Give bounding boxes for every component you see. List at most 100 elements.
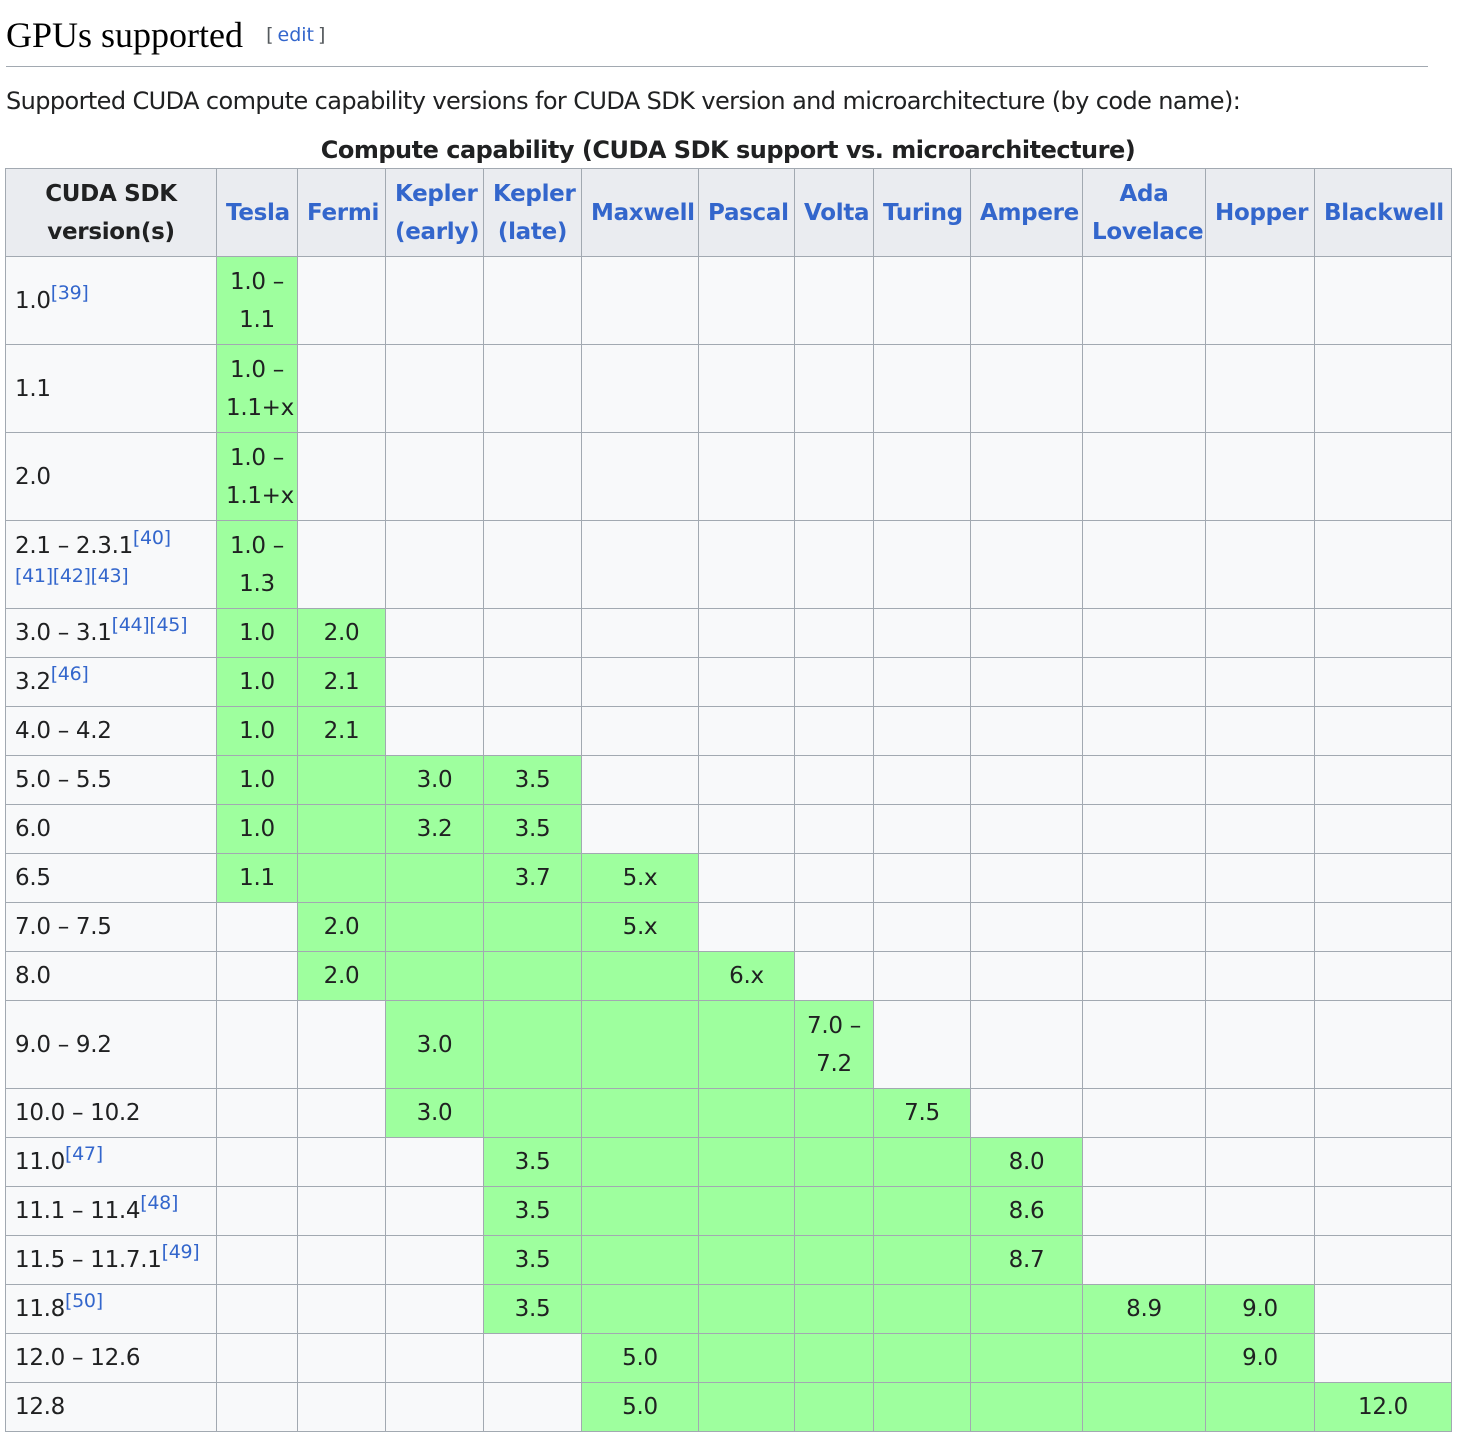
empty-cell bbox=[581, 432, 699, 521]
empty-cell bbox=[1205, 902, 1315, 952]
supported-capability-cell: 7.0 – 7.2 bbox=[794, 1000, 874, 1089]
supported-capability-cell bbox=[483, 1000, 582, 1089]
supported-capability-cell: 9.0 bbox=[1205, 1333, 1315, 1383]
supported-capability-cell: 5.x bbox=[581, 902, 699, 952]
reference-links[interactable]: [46] bbox=[50, 663, 89, 685]
empty-cell bbox=[1082, 1137, 1206, 1187]
reference-links[interactable]: [39] bbox=[50, 281, 89, 304]
empty-cell bbox=[970, 432, 1083, 521]
empty-cell bbox=[970, 1088, 1083, 1138]
supported-capability-cell bbox=[385, 853, 484, 903]
empty-cell bbox=[216, 951, 298, 1001]
header-ampere[interactable]: Ampere bbox=[970, 168, 1083, 257]
supported-capability-cell bbox=[581, 1235, 699, 1285]
empty-cell bbox=[1314, 1137, 1452, 1187]
empty-cell bbox=[1314, 1088, 1452, 1138]
supported-capability-cell bbox=[297, 804, 386, 854]
sdk-version-text: 4.0 – 4.2 bbox=[15, 718, 112, 744]
empty-cell bbox=[1314, 256, 1452, 345]
reference-links[interactable]: [44][45] bbox=[111, 614, 188, 636]
empty-cell bbox=[297, 1235, 386, 1285]
supported-capability-cell bbox=[794, 1137, 874, 1187]
reference-links[interactable]: [47] bbox=[65, 1143, 103, 1165]
supported-capability-cell bbox=[581, 1284, 699, 1334]
supported-capability-cell bbox=[297, 755, 386, 805]
reference-links[interactable]: [48] bbox=[140, 1192, 179, 1214]
empty-cell bbox=[216, 1186, 298, 1236]
empty-cell bbox=[794, 853, 874, 903]
supported-capability-cell: 12.0 bbox=[1314, 1382, 1452, 1432]
empty-cell bbox=[1314, 755, 1452, 805]
reference-links[interactable]: [40][41][42][43] bbox=[15, 526, 171, 587]
header-kepler-early[interactable]: Kepler (early) bbox=[385, 168, 484, 257]
sdk-version-text: 11.5 – 11.7.1 bbox=[15, 1247, 162, 1273]
header-cuda-sdk-version[interactable]: CUDA SDK version(s) bbox=[5, 168, 217, 257]
table-row: 2.1 – 2.3.1[40][41][42][43] 1.0 – 1.3 bbox=[5, 520, 1452, 609]
empty-cell bbox=[873, 1000, 971, 1089]
reference-links[interactable]: [49] bbox=[161, 1241, 200, 1263]
supported-capability-cell bbox=[873, 1235, 971, 1285]
empty-cell bbox=[1205, 1088, 1315, 1138]
table-row: 11.8[50] 3.5 8.9 9.0 bbox=[5, 1284, 1452, 1334]
empty-cell bbox=[297, 344, 386, 433]
empty-cell bbox=[1082, 706, 1206, 756]
empty-cell bbox=[581, 608, 699, 658]
supported-capability-cell: 3.5 bbox=[483, 1284, 582, 1334]
header-blackwell[interactable]: Blackwell bbox=[1314, 168, 1452, 257]
empty-cell bbox=[970, 706, 1083, 756]
empty-cell bbox=[1314, 1235, 1452, 1285]
sdk-version-cell: 11.8[50] bbox=[5, 1284, 217, 1334]
supported-capability-cell: 8.7 bbox=[970, 1235, 1083, 1285]
empty-cell bbox=[385, 657, 484, 707]
empty-cell bbox=[483, 344, 582, 433]
reference-links[interactable]: [50] bbox=[65, 1290, 103, 1312]
empty-cell bbox=[1314, 1186, 1452, 1236]
header-volta[interactable]: Volta bbox=[794, 168, 874, 257]
header-hopper[interactable]: Hopper bbox=[1205, 168, 1315, 257]
empty-cell bbox=[873, 902, 971, 952]
sdk-version-cell: 1.0[39] bbox=[5, 256, 217, 345]
sdk-version-text: 3.0 – 3.1 bbox=[15, 620, 112, 646]
supported-capability-cell bbox=[385, 902, 484, 952]
sdk-version-cell: 7.0 – 7.5 bbox=[5, 902, 217, 952]
empty-cell bbox=[1205, 1186, 1315, 1236]
empty-cell bbox=[385, 1333, 484, 1383]
table-row: 5.0 – 5.5 1.0 3.0 3.5 bbox=[5, 755, 1452, 805]
empty-cell bbox=[970, 902, 1083, 952]
supported-capability-cell: 1.0 – 1.1+x bbox=[216, 344, 298, 433]
table-caption: Compute capability (CUDA SDK support vs.… bbox=[320, 136, 1136, 164]
supported-capability-cell: 1.0 bbox=[216, 657, 298, 707]
header-turing[interactable]: Turing bbox=[873, 168, 971, 257]
header-maxwell[interactable]: Maxwell bbox=[581, 168, 699, 257]
sdk-version-text: 3.2 bbox=[15, 669, 51, 695]
supported-capability-cell: 3.0 bbox=[385, 1000, 484, 1089]
empty-cell bbox=[297, 1333, 386, 1383]
supported-capability-cell: 8.6 bbox=[970, 1186, 1083, 1236]
supported-capability-cell bbox=[698, 1382, 795, 1432]
supported-capability-cell: 2.1 bbox=[297, 657, 386, 707]
empty-cell bbox=[873, 608, 971, 658]
header-fermi[interactable]: Fermi bbox=[297, 168, 386, 257]
empty-cell bbox=[581, 256, 699, 345]
empty-cell bbox=[698, 706, 795, 756]
empty-cell bbox=[1205, 344, 1315, 433]
sdk-version-text: 6.5 bbox=[15, 865, 51, 891]
supported-capability-cell bbox=[873, 1284, 971, 1334]
empty-cell bbox=[297, 1186, 386, 1236]
empty-cell bbox=[216, 902, 298, 952]
supported-capability-cell bbox=[385, 951, 484, 1001]
edit-link[interactable]: edit bbox=[277, 24, 315, 46]
header-ada-lovelace[interactable]: Ada Lovelace bbox=[1082, 168, 1206, 257]
supported-capability-cell bbox=[581, 1137, 699, 1187]
supported-capability-cell bbox=[581, 1088, 699, 1138]
header-tesla[interactable]: Tesla bbox=[216, 168, 298, 257]
empty-cell bbox=[873, 432, 971, 521]
supported-capability-cell: 1.0 – 1.1 bbox=[216, 256, 298, 345]
empty-cell bbox=[794, 432, 874, 521]
empty-cell bbox=[970, 608, 1083, 658]
header-pascal[interactable]: Pascal bbox=[698, 168, 795, 257]
edit-section: [edit] bbox=[266, 24, 325, 46]
supported-capability-cell: 2.0 bbox=[297, 902, 386, 952]
empty-cell bbox=[698, 853, 795, 903]
header-kepler-late[interactable]: Kepler (late) bbox=[483, 168, 582, 257]
